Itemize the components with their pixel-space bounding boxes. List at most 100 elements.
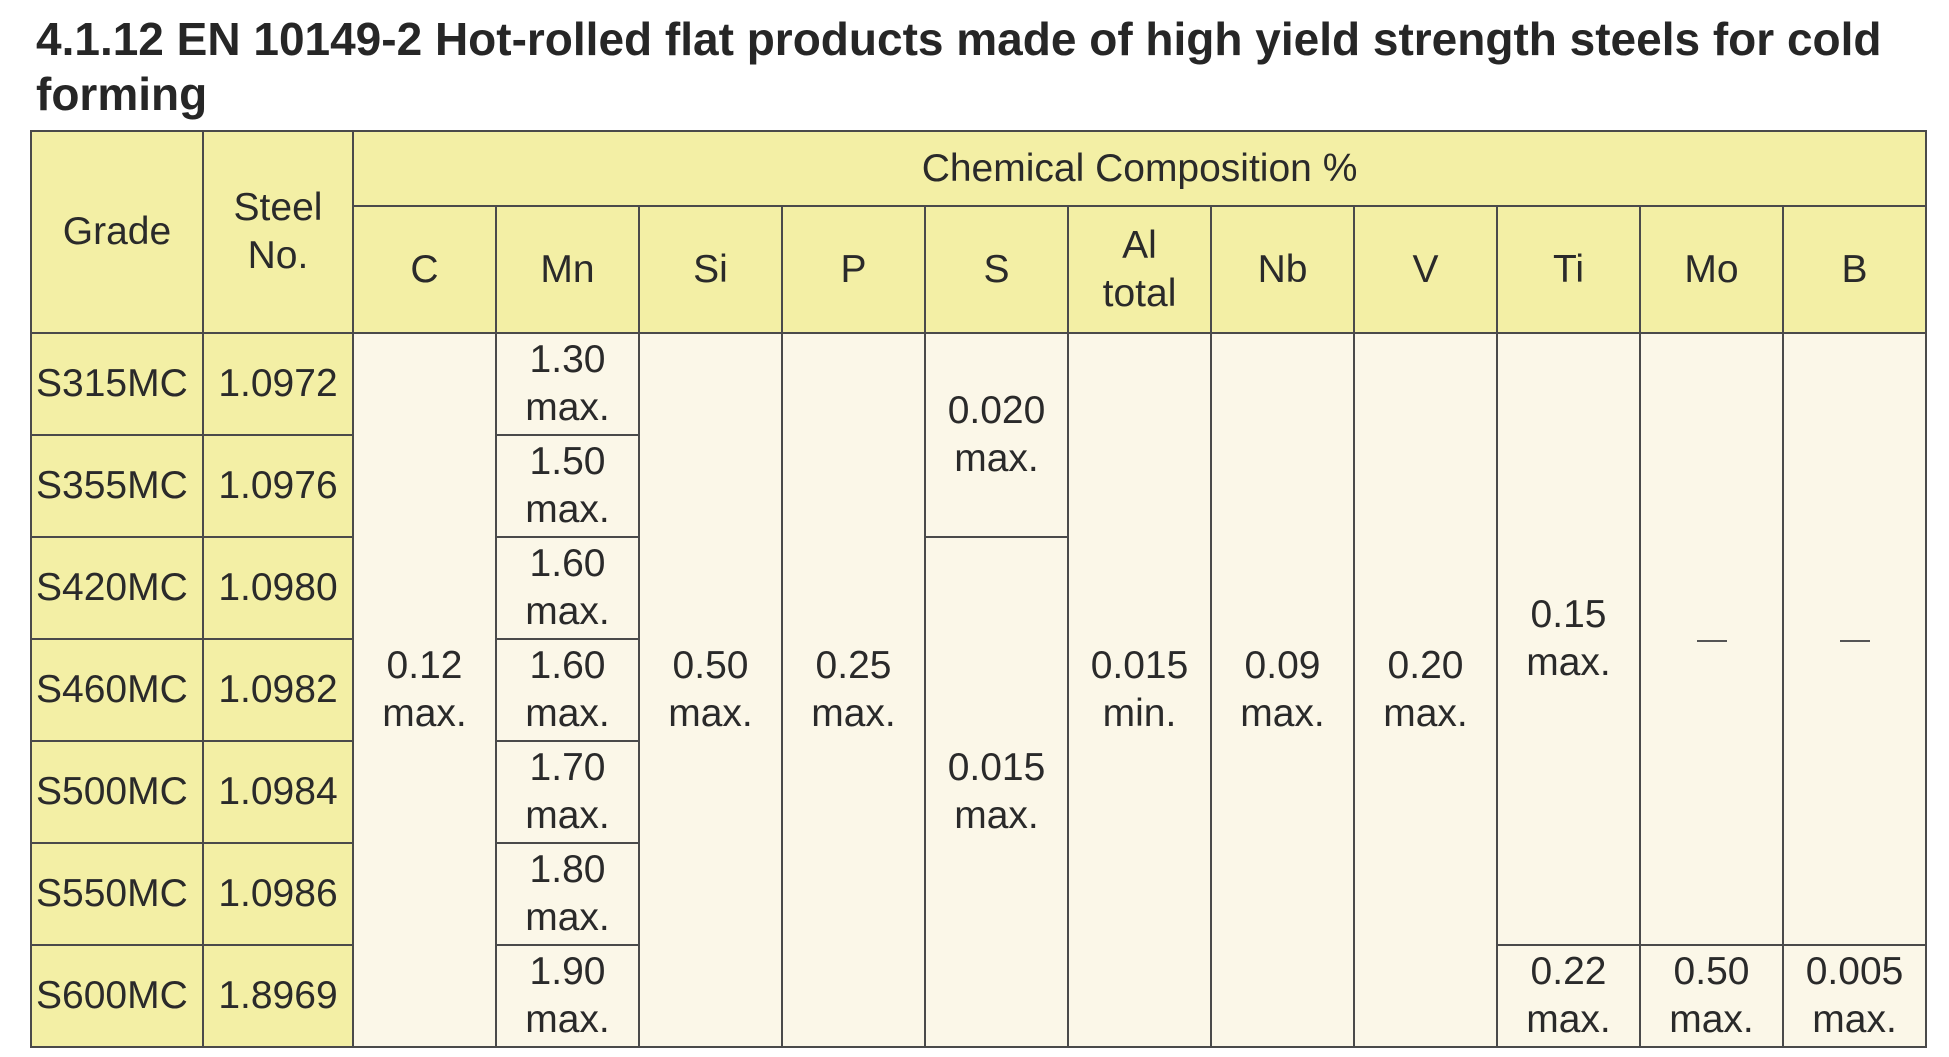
c-limit: max.: [382, 692, 467, 735]
steel-no-cell: 1.0984: [202, 740, 354, 844]
header-mn: Mn: [495, 205, 640, 334]
s-bottom-limit: max.: [954, 794, 1039, 837]
mn-limit: max.: [525, 692, 610, 735]
header-v: V: [1353, 205, 1498, 334]
mn-cell: 1.50 max.: [495, 434, 640, 538]
mn-cell: 1.70 max.: [495, 740, 640, 844]
mn-limit: max.: [525, 590, 610, 633]
grade-cell: S315MC: [30, 332, 204, 436]
steel-no-cell: 1.0980: [202, 536, 354, 640]
mn-cell: 1.90 max.: [495, 944, 640, 1048]
v-cell: 0.20 max.: [1353, 332, 1498, 1048]
grade-cell: S600MC: [30, 944, 204, 1048]
header-mo: Mo: [1639, 205, 1784, 334]
nb-limit: max.: [1240, 692, 1325, 735]
s-top-value: 0.020: [947, 389, 1046, 432]
ti-bottom-limit: max.: [1526, 998, 1611, 1041]
al-value: 0.015: [1090, 644, 1189, 687]
steel-no-cell: 1.0976: [202, 434, 354, 538]
s-bottom-value: 0.015: [947, 746, 1046, 789]
al-cell: 0.015 min.: [1067, 332, 1212, 1048]
p-limit: max.: [811, 692, 896, 735]
c-value: 0.12: [386, 644, 463, 687]
mn-value: 1.80: [529, 848, 606, 891]
steel-no-cell: 1.0972: [202, 332, 354, 436]
nb-value: 0.09: [1244, 644, 1321, 687]
table-row: S500MC 1.0984 1.70 max.: [30, 740, 1926, 844]
table-row: S315MC 1.0972 0.12 max. 1.30 max. 0.50 m…: [30, 332, 1928, 1048]
mn-limit: max.: [525, 998, 610, 1041]
si-value: 0.50: [672, 644, 749, 687]
header-steel-no: Steel No.: [202, 130, 354, 334]
header-chemical-composition: Chemical Composition %: [351, 130, 1928, 207]
table-row: S600MC 1.8969 1.90 max. 0.22 max. 0.50 m…: [30, 944, 1928, 1048]
b-bottom-limit: max.: [1812, 998, 1897, 1041]
b-cell-top: [1781, 332, 1928, 946]
header-al-total: Al total: [1067, 205, 1212, 334]
si-cell: 0.50 max.: [638, 332, 783, 1048]
grade-cell: S460MC: [30, 638, 204, 742]
grade-cell: S355MC: [30, 434, 204, 538]
mn-value: 1.90: [529, 950, 606, 993]
v-value: 0.20: [1387, 644, 1464, 687]
mn-value: 1.70: [529, 746, 606, 789]
header-c: C: [352, 205, 497, 334]
p-cell: 0.25 max.: [781, 332, 926, 1048]
v-limit: max.: [1383, 692, 1468, 735]
dash-mark: [1696, 639, 1727, 642]
header-ti: Ti: [1496, 205, 1641, 334]
si-limit: max.: [668, 692, 753, 735]
header-steel-no-line2: No.: [247, 234, 309, 277]
header-p: P: [781, 205, 926, 334]
mn-value: 1.30: [529, 338, 606, 381]
mn-limit: max.: [525, 386, 610, 429]
ti-top-limit: max.: [1526, 641, 1611, 684]
header-al-line1: Al: [1122, 223, 1157, 267]
mn-value: 1.60: [529, 542, 606, 585]
steel-no-cell: 1.0982: [202, 638, 354, 742]
nb-cell: 0.09 max.: [1210, 332, 1355, 1048]
ti-cell-top: 0.15 max.: [1496, 332, 1641, 946]
table-row: S460MC 1.0982 1.60 max.: [30, 638, 1926, 742]
header-s: S: [924, 205, 1069, 334]
mn-limit: max.: [525, 794, 610, 837]
chemical-composition-table: Grade Steel No. Chemical Composition % C…: [30, 130, 1928, 1048]
ti-top-value: 0.15: [1530, 593, 1607, 636]
table-row: S420MC 1.0980 1.60 max. 0.015 max.: [30, 536, 1926, 1048]
p-value: 0.25: [815, 644, 892, 687]
table-row: S550MC 1.0986 1.80 max.: [30, 842, 1926, 946]
mn-cell: 1.60 max.: [495, 536, 640, 640]
dash-mark: [1839, 639, 1870, 642]
al-limit: min.: [1102, 692, 1177, 735]
header-nb: Nb: [1210, 205, 1355, 334]
s-cell-top: 0.020 max.: [924, 332, 1069, 538]
ti-cell-bottom: 0.22 max.: [1496, 944, 1641, 1048]
mn-limit: max.: [525, 896, 610, 939]
mo-bottom-limit: max.: [1669, 998, 1754, 1041]
mn-value: 1.50: [529, 440, 606, 483]
b-cell-bottom: 0.005 max.: [1781, 944, 1928, 1048]
c-cell: 0.12 max.: [352, 332, 497, 1048]
steel-no-cell: 1.8969: [202, 944, 354, 1048]
s-cell-bottom: 0.015 max.: [924, 536, 1069, 1048]
ti-bottom-value: 0.22: [1530, 950, 1607, 993]
header-al-line2: total: [1102, 271, 1177, 315]
mn-limit: max.: [525, 488, 610, 531]
mo-cell-bottom: 0.50 max.: [1639, 944, 1784, 1048]
header-si: Si: [638, 205, 783, 334]
mo-bottom-value: 0.50: [1673, 950, 1750, 993]
s-top-limit: max.: [954, 437, 1039, 480]
header-b: B: [1781, 205, 1928, 334]
mn-cell: 1.60 max.: [495, 638, 640, 742]
grade-cell: S500MC: [30, 740, 204, 844]
mn-cell: 1.30 max.: [495, 332, 640, 436]
mn-cell: 1.80 max.: [495, 842, 640, 946]
b-bottom-value: 0.005: [1805, 950, 1904, 993]
mn-value: 1.60: [529, 644, 606, 687]
steel-no-cell: 1.0986: [202, 842, 354, 946]
header-steel-no-line1: Steel: [233, 186, 323, 229]
page-title: 4.1.12 EN 10149-2 Hot-rolled flat produc…: [36, 13, 1882, 120]
grade-cell: S550MC: [30, 842, 204, 946]
grade-cell: S420MC: [30, 536, 204, 640]
mo-cell-top: [1639, 332, 1784, 946]
